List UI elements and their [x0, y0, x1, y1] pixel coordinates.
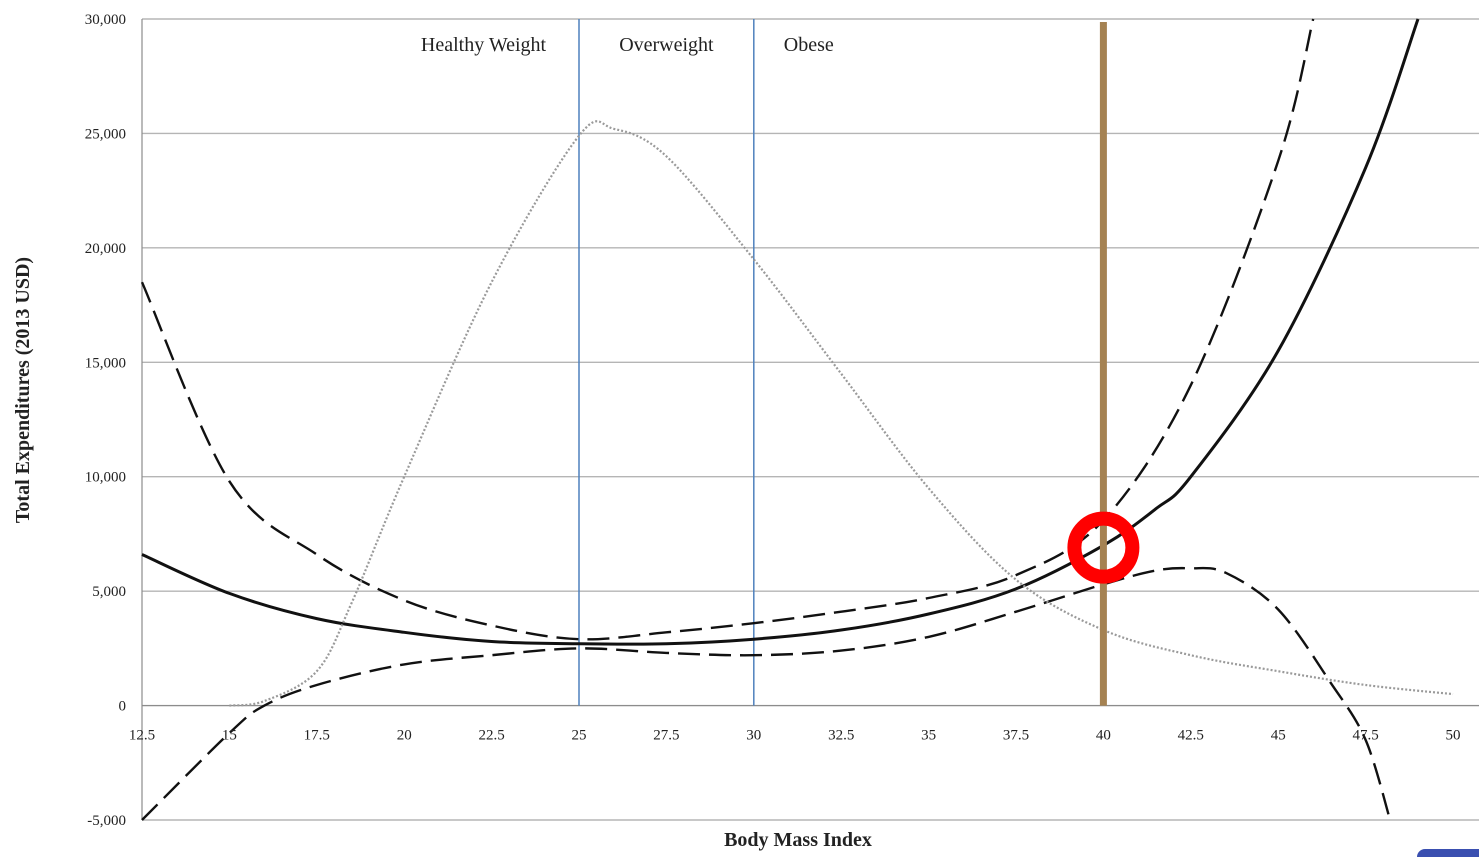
series-line-solid	[141, 18, 1420, 646]
x-tick-label: 47.5	[1352, 728, 1378, 744]
tick-labels: -5,000 0 5,000 10,000 15,000 20,000 25,000 30,0…	[85, 12, 1461, 829]
x-tick-label: 17.5	[304, 728, 330, 744]
series-line-dashed	[141, 566, 1392, 821]
series-lines	[140, 18, 1454, 821]
x-tick-label: 50	[1446, 728, 1461, 744]
x-tick-label: 32.5	[828, 728, 854, 744]
x-axis-title: Body Mass Index	[724, 829, 872, 851]
region-labels: Healthy Weight Overweight Obese	[421, 34, 834, 56]
y-tick-label: 25,000	[85, 126, 126, 142]
y-tick-label: 0	[119, 699, 127, 715]
x-tick-label: 35	[921, 728, 936, 744]
x-tick-label: 27.5	[653, 728, 679, 744]
highlight-marker-circle	[1067, 511, 1140, 584]
region-label: Healthy Weight	[421, 34, 547, 56]
y-tick-label: 5,000	[92, 584, 126, 600]
x-tick-label: 42.5	[1178, 728, 1204, 744]
x-tick-label: 40	[1096, 728, 1111, 744]
y-tick-label: -5,000	[87, 813, 126, 829]
x-tick-label: 45	[1271, 728, 1286, 744]
x-tick-label: 12.5	[129, 728, 155, 744]
axes	[141, 19, 1479, 820]
y-tick-label: 20,000	[85, 241, 126, 257]
x-tick-label: 22.5	[478, 728, 504, 744]
x-tick-label: 30	[746, 728, 761, 744]
y-axis-title: Total Expenditures (2013 USD)	[12, 257, 34, 523]
highlight-layer	[1067, 22, 1140, 706]
y-tick-label: 10,000	[85, 470, 126, 486]
x-tick-label: 25	[572, 728, 587, 744]
gridlines	[142, 18, 1479, 821]
region-label: Obese	[784, 34, 834, 56]
series-line-dotted	[229, 120, 1454, 707]
y-tick-label: 15,000	[85, 355, 126, 371]
x-tick-label: 37.5	[1003, 728, 1029, 744]
corner-badge	[1417, 849, 1479, 857]
y-tick-label: 30,000	[85, 12, 126, 28]
series-line-dashed	[140, 18, 1315, 641]
x-tick-label: 15	[222, 728, 237, 744]
region-boundaries	[578, 19, 755, 706]
region-label: Overweight	[619, 34, 714, 56]
x-tick-label: 20	[397, 728, 412, 744]
